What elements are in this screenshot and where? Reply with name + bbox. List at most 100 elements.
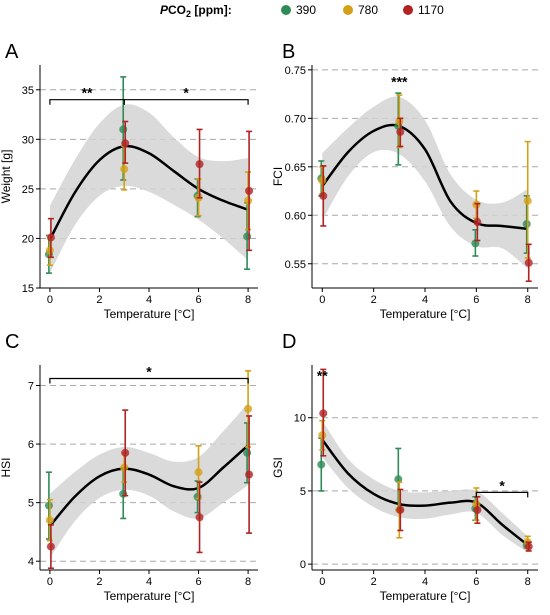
data-point-c-1170-1 xyxy=(121,448,130,457)
y-tick-label-b-0.7: 0.70 xyxy=(285,113,306,125)
data-point-b-780-0 xyxy=(318,176,327,185)
fit-curve-a xyxy=(48,144,249,241)
data-point-d-1170-3 xyxy=(524,542,533,551)
confidence-band-d xyxy=(322,420,528,553)
data-point-c-1170-3 xyxy=(245,470,254,479)
significance-bracket-a-1 xyxy=(123,99,249,105)
legend-label-390: 390 xyxy=(296,3,316,17)
panel-a: A 0 2 4 6 8 15 20 25 30 35 Temperature [°C] Weight [… xyxy=(0,41,258,321)
x-tick-label-d-2: 2 xyxy=(371,576,377,588)
significance-bracket-c-0 xyxy=(49,377,249,384)
data-point-b-1170-3 xyxy=(524,258,533,267)
data-point-c-780-1 xyxy=(120,463,129,472)
x-tick-label-c-0: 0 xyxy=(47,576,53,588)
y-tick-label-a-35: 35 xyxy=(22,85,34,97)
x-tick-label-b-8: 8 xyxy=(525,294,531,306)
x-axis-label-b: Temperature [°C] xyxy=(380,307,471,321)
confidence-band-b xyxy=(322,96,528,269)
x-tick-label-a-8: 8 xyxy=(245,294,251,306)
data-point-a-390-1 xyxy=(119,125,128,134)
data-point-d-780-0 xyxy=(318,431,327,440)
y-tick-label-a-25: 25 xyxy=(22,184,34,196)
x-tick-label-c-8: 8 xyxy=(245,576,251,588)
data-point-d-390-1 xyxy=(394,475,403,484)
fit-curve-c xyxy=(48,444,249,527)
x-tick-label-a-0: 0 xyxy=(47,294,53,306)
data-point-a-1170-3 xyxy=(245,186,254,195)
data-point-b-780-1 xyxy=(395,117,404,126)
y-tick-label-d-0: 0 xyxy=(300,559,306,571)
y-tick-label-c-4: 4 xyxy=(28,556,34,568)
data-point-a-1170-1 xyxy=(121,139,130,148)
data-point-c-780-3 xyxy=(244,404,253,413)
data-point-c-390-1 xyxy=(119,489,128,498)
panel-b: B 0 2 4 6 8 0.55 0.60 0.65 0.70 0.75 Temperature [°… xyxy=(271,41,538,321)
y-tick-label-d-5: 5 xyxy=(300,486,306,498)
y-tick-label-d-10: 10 xyxy=(294,413,306,425)
x-tick-label-d-8: 8 xyxy=(525,576,531,588)
legend-marker-390 xyxy=(281,5,291,15)
data-point-c-390-0 xyxy=(44,501,53,510)
x-tick-label-b-6: 6 xyxy=(473,294,479,306)
data-point-b-390-3 xyxy=(522,220,531,229)
y-tick-label-b-0.55: 0.55 xyxy=(285,259,306,271)
confidence-band-a xyxy=(49,104,249,274)
data-point-b-1170-0 xyxy=(319,191,328,200)
data-point-b-780-2 xyxy=(472,200,481,209)
significance-label-a-1: * xyxy=(183,85,189,101)
legend-title: PCO2 [ppm]: xyxy=(160,3,232,19)
panel-c: C 0 2 4 6 8 4 5 6 7 Temperature [°C] HSI * xyxy=(0,331,258,603)
data-point-a-1170-2 xyxy=(195,160,204,169)
data-point-d-1170-1 xyxy=(396,505,405,514)
legend-title-main: CO xyxy=(168,3,186,17)
legend-title-prefix: P xyxy=(160,3,169,17)
legend-label-1170: 1170 xyxy=(418,3,444,17)
y-tick-label-b-0.75: 0.75 xyxy=(285,65,306,77)
legend-marker-780 xyxy=(343,5,353,15)
x-tick-label-c-2: 2 xyxy=(96,576,102,588)
x-tick-label-b-4: 4 xyxy=(422,294,428,306)
panel-letter-d: D xyxy=(282,331,296,353)
y-tick-label-c-7: 7 xyxy=(28,381,34,393)
y-tick-label-b-0.6: 0.60 xyxy=(285,210,306,222)
significance-label-c-0: * xyxy=(146,363,152,379)
legend-title-sub: 2 xyxy=(186,9,191,19)
x-axis-label-d: Temperature [°C] xyxy=(380,589,471,603)
y-tick-label-c-5: 5 xyxy=(28,498,34,510)
data-point-c-780-0 xyxy=(45,516,54,525)
y-axis-label-c: HSI xyxy=(0,457,13,477)
x-tick-label-d-0: 0 xyxy=(319,576,325,588)
x-axis-label-a: Temperature [°C] xyxy=(104,307,195,321)
y-tick-label-a-30: 30 xyxy=(22,134,34,146)
panel-letter-c: C xyxy=(5,331,19,353)
y-tick-label-a-20: 20 xyxy=(22,233,34,245)
data-point-b-1170-2 xyxy=(473,218,482,227)
data-point-a-780-3 xyxy=(244,196,253,205)
significance-bracket-d-1 xyxy=(475,491,529,498)
fit-curve-b xyxy=(321,123,528,231)
confidence-band-c xyxy=(49,403,249,559)
x-tick-label-d-4: 4 xyxy=(422,576,428,588)
legend-marker-1170 xyxy=(403,5,413,15)
x-tick-label-c-4: 4 xyxy=(146,576,152,588)
y-axis-label-b: FCI xyxy=(271,167,285,186)
x-tick-label-b-2: 2 xyxy=(371,294,377,306)
data-point-c-1170-0 xyxy=(46,542,55,551)
fit-curve-d xyxy=(321,438,529,547)
data-point-d-1170-2 xyxy=(473,505,482,514)
data-point-c-780-2 xyxy=(194,468,203,477)
panel-letter-b: B xyxy=(282,41,295,63)
data-point-a-780-1 xyxy=(120,165,129,174)
significance-label-b-0: *** xyxy=(391,73,408,89)
data-point-a-780-0 xyxy=(45,246,54,255)
legend-label-780: 780 xyxy=(358,3,378,17)
data-point-d-1170-0 xyxy=(319,409,328,418)
x-tick-label-a-4: 4 xyxy=(146,294,152,306)
significance-label-d-1: * xyxy=(499,477,505,493)
legend-title-suffix: [ppm]: xyxy=(191,3,232,17)
data-point-c-1170-2 xyxy=(195,513,204,522)
panel-letter-a: A xyxy=(5,41,19,63)
